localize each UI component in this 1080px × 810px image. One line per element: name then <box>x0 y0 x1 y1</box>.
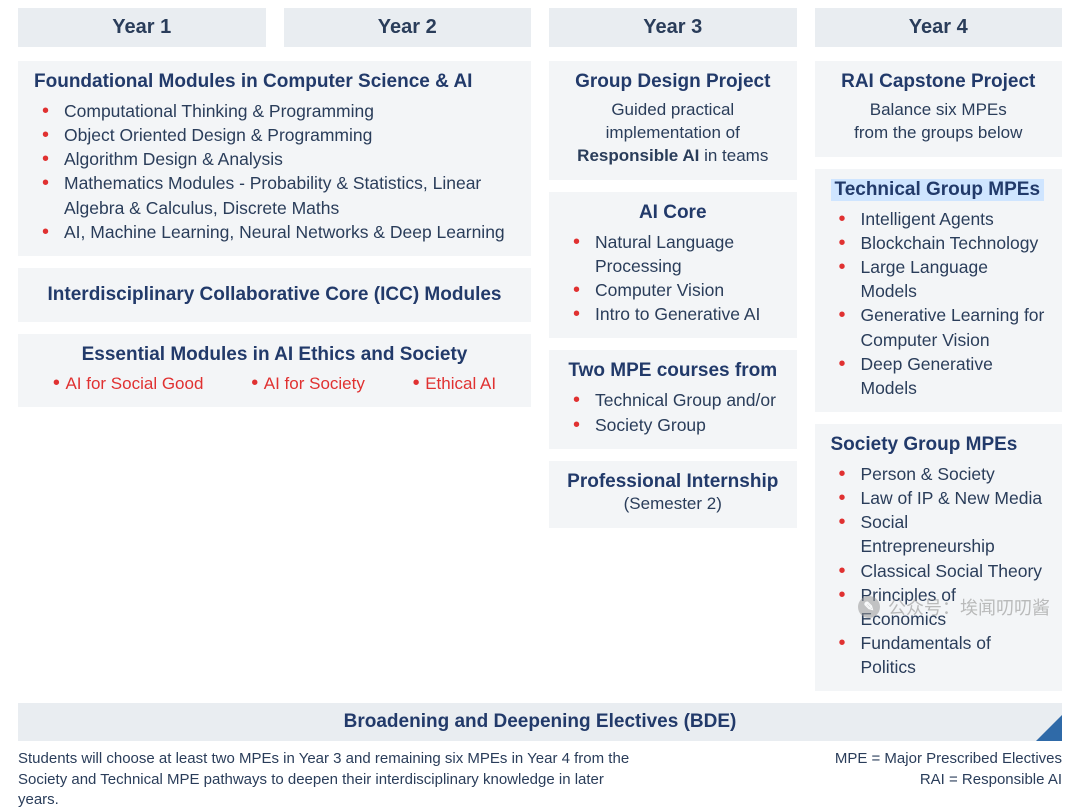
ethics-items: AI for Social Good AI for Society Ethica… <box>34 372 515 395</box>
ethics-item: AI for Society <box>251 372 365 395</box>
internship-box: Professional Internship (Semester 2) <box>549 461 797 528</box>
list-item: Principles of Economics <box>839 583 1047 631</box>
gdp-line2: implementation of <box>606 123 740 142</box>
list-item: Natural Language Processing <box>573 230 781 278</box>
ethics-title: Essential Modules in AI Ethics and Socie… <box>34 344 515 366</box>
list-item: Person & Society <box>839 462 1047 486</box>
bde-bar: Broadening and Deepening Electives (BDE) <box>18 703 1062 741</box>
list-item: Algorithm Design & Analysis <box>42 147 515 171</box>
capstone-sub: Balance six MPEs from the groups below <box>831 99 1047 145</box>
decorative-triangle-icon <box>1036 715 1062 741</box>
year-2-header: Year 2 <box>284 8 532 47</box>
societympe-list: Person & Society Law of IP & New Media S… <box>831 462 1047 679</box>
capstone-title: RAI Capstone Project <box>831 71 1047 93</box>
footer-right: MPE = Major Prescribed Electives RAI = R… <box>835 749 1062 810</box>
techmpe-list: Intelligent Agents Blockchain Technology… <box>831 207 1047 400</box>
footer: Students will choose at least two MPEs i… <box>18 749 1062 810</box>
gdp-sub: Guided practical implementation of Respo… <box>565 99 781 168</box>
list-item: Social Entrepreneurship <box>839 510 1047 558</box>
bde-title: Broadening and Deepening Electives (BDE) <box>344 711 737 732</box>
footer-left: Students will choose at least two MPEs i… <box>18 749 638 810</box>
twompe-list: Technical Group and/or Society Group <box>565 388 781 436</box>
foundational-title: Foundational Modules in Computer Science… <box>34 71 515 93</box>
gdp-line3b: in teams <box>699 146 768 165</box>
twompe-box: Two MPE courses from Technical Group and… <box>549 350 797 448</box>
list-item: Deep Generative Models <box>839 352 1047 400</box>
year-4-column: RAI Capstone Project Balance six MPEs fr… <box>815 61 1063 691</box>
list-item: Intelligent Agents <box>839 207 1047 231</box>
list-item: Object Oriented Design & Programming <box>42 123 515 147</box>
list-item: Law of IP & New Media <box>839 486 1047 510</box>
year-1-header: Year 1 <box>18 8 266 47</box>
aicore-box: AI Core Natural Language Processing Comp… <box>549 192 797 339</box>
foundational-list: Computational Thinking & Programming Obj… <box>34 99 515 244</box>
techmpe-box: Technical Group MPEs Intelligent Agents … <box>815 169 1063 412</box>
list-item: Fundamentals of Politics <box>839 631 1047 679</box>
list-item: AI, Machine Learning, Neural Networks & … <box>42 220 515 244</box>
gdp-box: Group Design Project Guided practical im… <box>549 61 797 180</box>
year-3-column: Group Design Project Guided practical im… <box>549 61 797 691</box>
year-3-header: Year 3 <box>549 8 797 47</box>
footer-legend-mpe: MPE = Major Prescribed Electives <box>835 750 1062 767</box>
curriculum-grid: Foundational Modules in Computer Science… <box>18 61 1062 691</box>
list-item: Technical Group and/or <box>573 388 781 412</box>
foundational-box: Foundational Modules in Computer Science… <box>18 61 531 256</box>
aicore-list: Natural Language Processing Computer Vis… <box>565 230 781 327</box>
ethics-item: AI for Social Good <box>53 372 204 395</box>
twompe-title: Two MPE courses from <box>565 360 781 382</box>
societympe-title: Society Group MPEs <box>831 434 1047 456</box>
list-item: Generative Learning for Computer Vision <box>839 303 1047 351</box>
techmpe-title-text: Technical Group MPEs <box>831 179 1045 201</box>
societympe-box: Society Group MPEs Person & Society Law … <box>815 424 1063 691</box>
gdp-bold: Responsible AI <box>577 146 699 165</box>
icc-box: Interdisciplinary Collaborative Core (IC… <box>18 268 531 322</box>
list-item: Blockchain Technology <box>839 231 1047 255</box>
year-4-header: Year 4 <box>815 8 1063 47</box>
ethics-item: Ethical AI <box>413 372 496 395</box>
list-item: Computational Thinking & Programming <box>42 99 515 123</box>
gdp-title: Group Design Project <box>565 71 781 93</box>
footer-legend-rai: RAI = Responsible AI <box>920 771 1062 788</box>
list-item: Society Group <box>573 413 781 437</box>
gdp-line1: Guided practical <box>611 100 734 119</box>
ethics-box: Essential Modules in AI Ethics and Socie… <box>18 334 531 407</box>
year-header-row: Year 1 Year 2 Year 3 Year 4 <box>18 8 1062 47</box>
internship-title: Professional Internship <box>565 471 781 493</box>
capstone-box: RAI Capstone Project Balance six MPEs fr… <box>815 61 1063 157</box>
list-item: Computer Vision <box>573 278 781 302</box>
year-1-2-column: Foundational Modules in Computer Science… <box>18 61 531 691</box>
aicore-title: AI Core <box>565 202 781 224</box>
capstone-line1: Balance six MPEs <box>870 100 1007 119</box>
capstone-line2: from the groups below <box>854 123 1022 142</box>
techmpe-title: Technical Group MPEs <box>831 179 1047 201</box>
list-item: Mathematics Modules - Probability & Stat… <box>42 171 515 219</box>
list-item: Intro to Generative AI <box>573 302 781 326</box>
list-item: Classical Social Theory <box>839 559 1047 583</box>
list-item: Large Language Models <box>839 255 1047 303</box>
internship-sub: (Semester 2) <box>565 493 781 516</box>
